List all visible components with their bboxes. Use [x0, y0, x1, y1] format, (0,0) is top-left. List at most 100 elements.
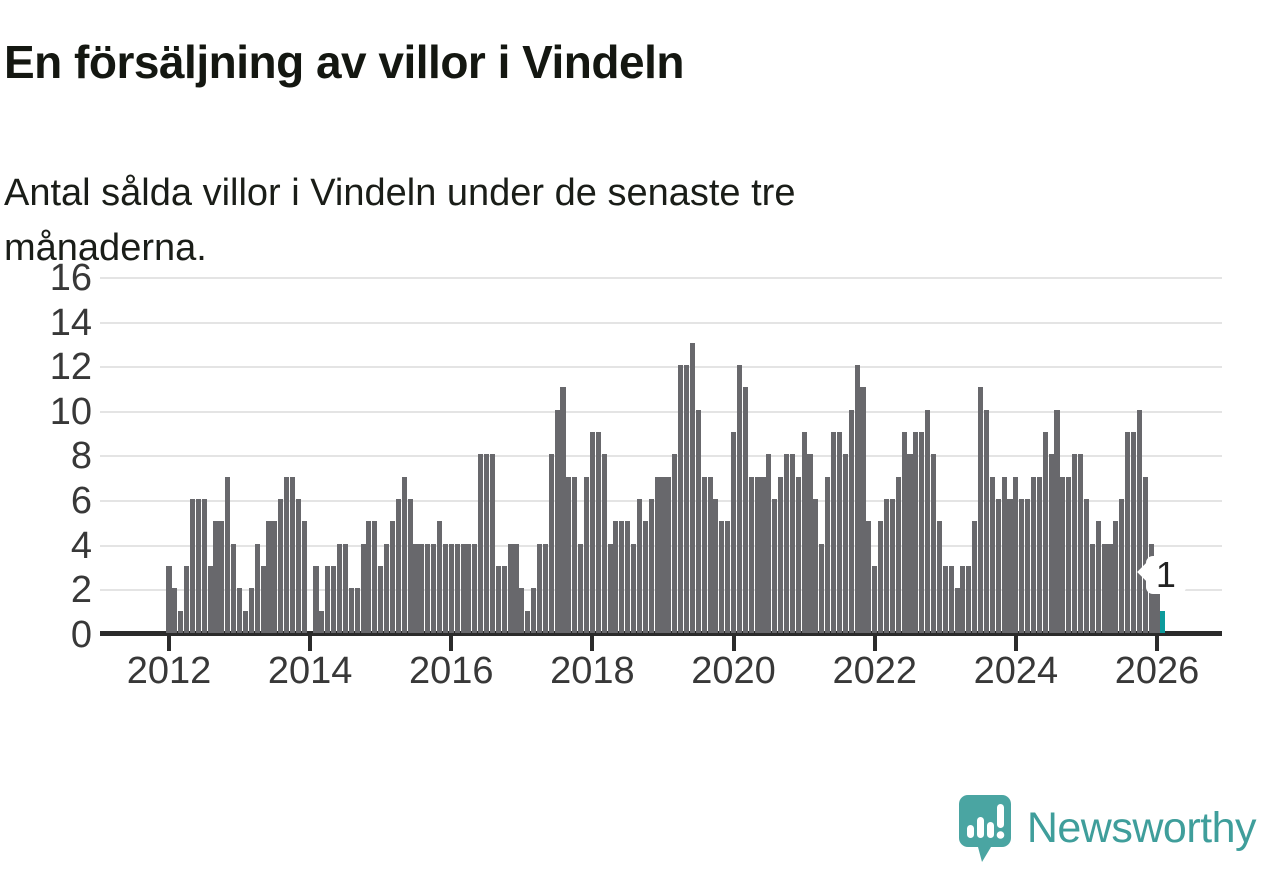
bar [819, 543, 825, 633]
bar [601, 454, 607, 633]
bar [213, 521, 219, 633]
bar [342, 543, 348, 633]
bar [484, 454, 490, 633]
gridline [100, 455, 1222, 458]
bar [178, 610, 184, 633]
x-axis-tick-label: 2020 [691, 650, 776, 692]
x-axis-tick [872, 636, 877, 651]
y-axis-tick-label: 0 [70, 614, 92, 656]
bar [1072, 454, 1078, 633]
bar [1130, 432, 1137, 633]
bar [713, 499, 719, 633]
bar [454, 543, 460, 633]
bar [384, 543, 390, 633]
bar [319, 610, 325, 633]
bar [489, 454, 495, 633]
bar [731, 432, 737, 633]
bar [1007, 499, 1013, 633]
bar [413, 543, 419, 633]
bar [901, 432, 907, 633]
bar [960, 566, 966, 633]
newsworthy-speech-bubble-chart-icon [958, 795, 1011, 862]
bar [348, 588, 354, 633]
bar [542, 543, 548, 633]
bar [536, 543, 543, 633]
bar [501, 566, 507, 633]
bar [913, 432, 919, 633]
newsworthy-logo-text: Newsworthy [1026, 803, 1257, 852]
bar [1101, 543, 1107, 633]
bar [419, 543, 425, 633]
bar [789, 454, 795, 633]
last-value-label: 1 [1155, 554, 1176, 595]
bar [1066, 476, 1072, 633]
bar [325, 566, 331, 633]
chart-subtitle: Antal sålda villor i Vindeln under de se… [4, 172, 796, 270]
x-axis-tick-label: 2012 [126, 650, 212, 692]
bar [860, 387, 866, 633]
x-axis-tick [731, 636, 736, 651]
bar [848, 409, 854, 633]
bar [772, 499, 778, 633]
y-axis-tick-label: 14 [49, 301, 92, 344]
x-axis-tick [308, 636, 313, 651]
bar [795, 476, 801, 633]
bar [1060, 476, 1066, 633]
bar [166, 566, 172, 633]
bar [1019, 499, 1025, 633]
bar [431, 543, 437, 633]
bar [883, 499, 890, 633]
newsworthy-logo: Newsworthy [955, 791, 1257, 865]
bar [272, 521, 278, 633]
bar [231, 543, 237, 633]
bar [360, 543, 366, 633]
bar [378, 566, 384, 633]
last-value-callout: 1 [1136, 554, 1186, 595]
bar [942, 566, 948, 633]
bar [172, 588, 178, 633]
y-axis-tick-label: 12 [49, 346, 92, 389]
bar [631, 543, 637, 633]
bar [1142, 476, 1148, 633]
bar [742, 387, 748, 633]
bar [678, 365, 684, 633]
bar [748, 476, 754, 633]
bar [842, 454, 848, 633]
bar [354, 588, 360, 633]
bar [754, 476, 760, 633]
bar [936, 521, 942, 633]
bar [578, 543, 584, 633]
bar [648, 499, 654, 633]
bar [1119, 499, 1125, 633]
bar [854, 365, 860, 633]
gridline [100, 410, 1222, 413]
bar [1036, 476, 1042, 633]
bar [636, 499, 643, 633]
bar [801, 432, 807, 633]
bar [972, 521, 978, 633]
bar [266, 521, 272, 633]
bar [948, 566, 954, 633]
bar [1001, 476, 1007, 633]
bar [760, 476, 766, 633]
x-axis-tick-label: 2026 [1114, 650, 1200, 692]
bar [995, 499, 1001, 633]
x-axis-tick [167, 636, 171, 651]
bar [442, 543, 448, 633]
bar [725, 521, 731, 633]
bar [1113, 521, 1119, 633]
bar [372, 521, 378, 633]
bar [1078, 454, 1084, 633]
bar [919, 432, 925, 633]
bar [625, 521, 631, 633]
bar [672, 454, 678, 633]
x-axis-tick-label: 2024 [973, 650, 1059, 692]
bar [407, 499, 413, 633]
bar [660, 476, 666, 633]
bar [1089, 543, 1095, 633]
bar [195, 499, 201, 633]
bar [248, 588, 254, 633]
x-axis-tick [1155, 636, 1159, 651]
bar [1013, 476, 1019, 633]
bar [189, 499, 196, 633]
